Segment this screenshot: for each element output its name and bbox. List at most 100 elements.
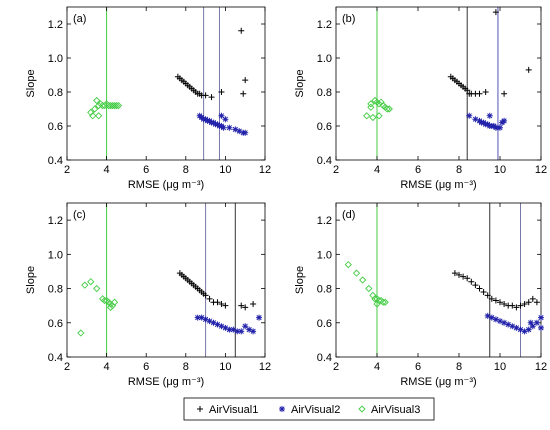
chart-panel: 2 4 6 8 10 12 0.4 0.6 0.8 1.0 1.2 RMSE (μg m⁻³) Slop…	[294, 202, 547, 388]
data-point	[451, 270, 458, 277]
x-tick-label: 8	[456, 164, 462, 176]
data-point	[242, 129, 249, 136]
data-point	[202, 316, 209, 323]
y-tick-label: 0.4	[317, 155, 332, 167]
data-point	[226, 326, 233, 333]
data-point	[375, 112, 383, 120]
data-point	[250, 300, 257, 307]
legend-marker	[358, 405, 366, 413]
data-point	[218, 112, 225, 119]
y-tick-label: 1.0	[48, 249, 63, 261]
data-point	[89, 112, 97, 120]
data-point	[464, 275, 471, 282]
data-point	[110, 101, 119, 110]
y-tick-label: 1.2	[317, 19, 332, 31]
data-point	[234, 328, 241, 335]
x-tick-label: 6	[415, 164, 421, 176]
data-point	[488, 295, 495, 302]
data-point	[214, 299, 221, 306]
data-point	[367, 100, 375, 108]
data-point	[218, 300, 225, 307]
x-tick-label: 10	[494, 164, 506, 176]
chart-panel: 2 4 6 8 10 12 0.4 0.6 0.8 1.0 1.2 RMSE (μg m⁻³) Slop…	[294, 6, 547, 191]
data-point	[509, 323, 516, 330]
data-point	[222, 324, 229, 331]
data-point	[81, 281, 89, 289]
data-point	[529, 323, 536, 330]
chart-panel: 2 4 6 8 10 12 0.4 0.6 0.8 1.0 1.2 RMSE (μg m⁻³) Slop…	[25, 6, 271, 191]
data-point	[222, 302, 229, 309]
x-tick-label: 4	[374, 164, 380, 176]
data-point	[533, 299, 540, 306]
data-point	[344, 260, 352, 269]
y-axis-label: Slope	[294, 69, 306, 97]
series-group	[466, 112, 508, 131]
x-tick-label: 6	[143, 361, 149, 373]
y-axis-label: Slope	[25, 69, 37, 97]
data-point	[501, 319, 508, 326]
x-tick-label: 2	[333, 164, 339, 176]
data-point	[538, 324, 544, 331]
y-tick-label: 0.8	[317, 284, 332, 296]
data-point	[472, 282, 479, 289]
data-point	[369, 113, 377, 122]
plot-frame	[335, 6, 542, 161]
series-group	[174, 27, 249, 101]
data-point	[208, 94, 215, 101]
data-point	[250, 328, 257, 335]
data-point	[114, 101, 123, 110]
x-tick-label: 8	[456, 361, 462, 373]
data-point	[242, 304, 249, 311]
x-axis-label: RMSE (μg m⁻³)	[128, 179, 204, 191]
data-point	[108, 101, 117, 110]
data-point	[238, 302, 245, 309]
panel-label: (b)	[342, 13, 355, 25]
data-point	[206, 318, 213, 325]
data-point	[230, 326, 237, 333]
y-tick-label: 1.2	[317, 215, 332, 227]
data-point	[517, 326, 524, 333]
x-tick-label: 2	[64, 361, 70, 373]
x-tick-label: 2	[333, 361, 339, 373]
y-tick-label: 1.2	[48, 19, 63, 31]
data-point	[464, 87, 471, 94]
series-group	[87, 96, 123, 120]
data-point	[476, 285, 483, 292]
data-point	[367, 103, 375, 111]
data-point	[383, 105, 391, 113]
data-point	[456, 271, 462, 278]
x-tick-label: 12	[535, 361, 547, 373]
data-point	[381, 298, 389, 306]
x-axis-label: RMSE (μg m⁻³)	[128, 376, 204, 388]
x-tick-label: 10	[494, 361, 506, 373]
data-point	[538, 314, 544, 321]
data-point	[501, 90, 508, 97]
data-point	[497, 318, 503, 325]
data-point	[202, 292, 209, 299]
y-axis-label: Slope	[25, 266, 37, 294]
data-point	[476, 90, 483, 97]
legend-label: AirVisual1	[209, 404, 258, 416]
x-tick-label: 12	[535, 164, 547, 176]
series-group	[77, 278, 119, 337]
data-point	[95, 112, 103, 120]
data-point	[525, 326, 532, 333]
panel-label: (a)	[73, 13, 86, 25]
data-point	[218, 89, 225, 95]
data-point	[492, 9, 499, 16]
y-tick-label: 0.6	[317, 318, 332, 330]
legend-marker	[197, 406, 203, 412]
data-point	[210, 319, 217, 326]
y-tick-label: 0.6	[48, 121, 63, 133]
data-point	[513, 304, 520, 311]
legend-label: AirVisual3	[371, 404, 420, 416]
data-point	[110, 298, 119, 306]
data-point	[529, 295, 536, 302]
data-point	[240, 90, 247, 97]
legend-box	[183, 397, 435, 421]
chart-panel: 2 4 6 8 10 12 0.4 0.6 0.8 1.0 1.2 RMSE (μg m⁻³) Slop…	[25, 202, 271, 388]
x-tick-label: 12	[259, 164, 271, 176]
data-point	[198, 314, 205, 321]
